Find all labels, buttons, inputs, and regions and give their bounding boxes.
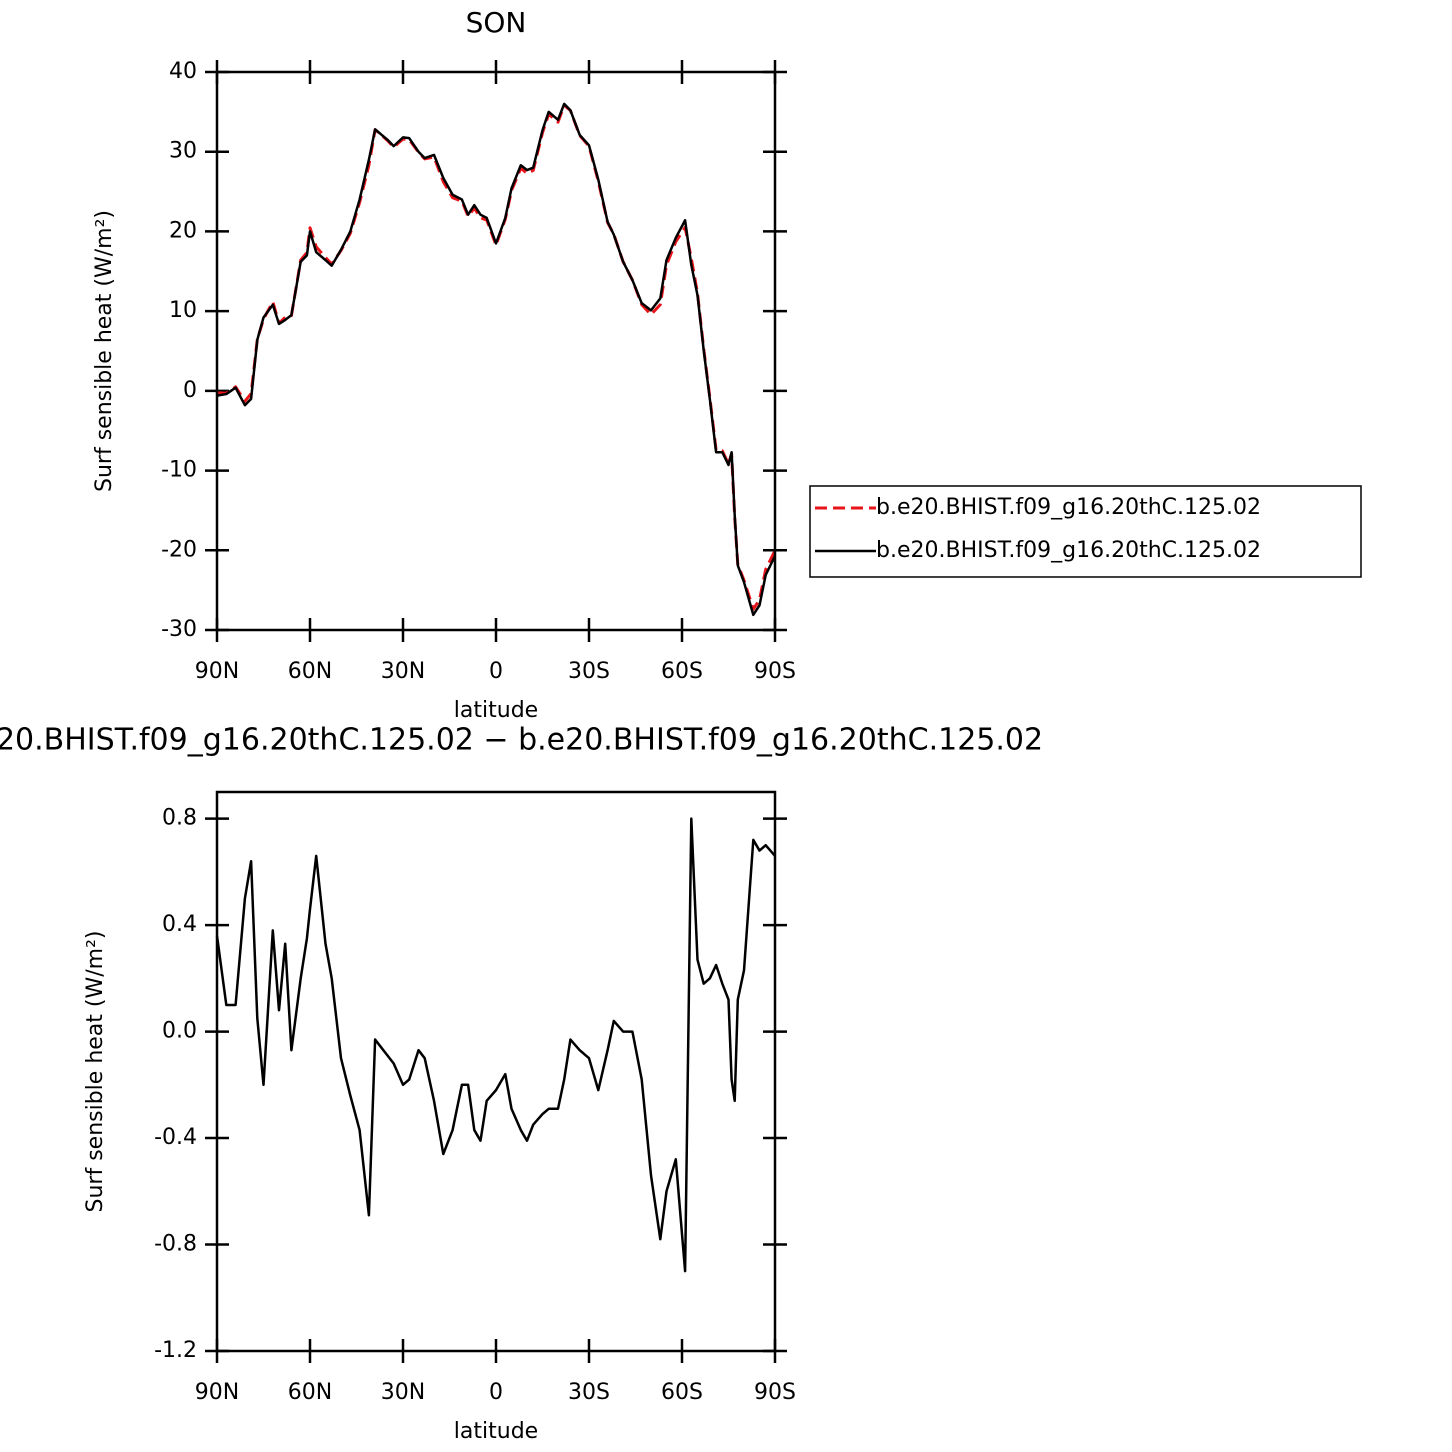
- legend-box: [809, 485, 1362, 578]
- y-tick-label: -1.2: [154, 1338, 197, 1363]
- y-axis-label: Surf sensible heat (W/m²): [83, 931, 108, 1213]
- legend-label: b.e20.BHIST.f09_g16.20thC.125.02: [876, 538, 1261, 563]
- y-tick-label: -0.4: [154, 1125, 197, 1150]
- y-tick-label: 30: [169, 139, 197, 164]
- x-tick-label: 30S: [568, 1380, 610, 1405]
- y-tick-label: 10: [169, 298, 197, 323]
- data-line: [216, 102, 777, 617]
- y-tick-label: 0.4: [162, 912, 197, 937]
- x-axis-label: latitude: [454, 698, 538, 723]
- x-tick-label: 30N: [381, 659, 425, 684]
- plot-frame: [215, 790, 777, 1353]
- legend-label: b.e20.BHIST.f09_g16.20thC.125.02: [876, 495, 1261, 520]
- x-tick-label: 30S: [568, 659, 610, 684]
- x-tick-label: 90N: [195, 1380, 239, 1405]
- chart-title: SON: [466, 6, 527, 39]
- x-tick-label: 90S: [754, 1380, 796, 1405]
- y-tick-label: 0.8: [162, 806, 197, 831]
- y-tick-label: 40: [169, 59, 197, 84]
- x-tick-label: 0: [489, 659, 503, 684]
- x-tick-label: 90N: [195, 659, 239, 684]
- y-tick-label: -10: [161, 458, 197, 483]
- y-tick-label: 20: [169, 218, 197, 243]
- x-tick-label: 60S: [661, 1380, 703, 1405]
- y-tick-label: 0.0: [162, 1019, 197, 1044]
- y-tick-label: 0: [183, 378, 197, 403]
- x-tick-label: 0: [489, 1380, 503, 1405]
- y-axis-label: Surf sensible heat (W/m²): [92, 210, 117, 492]
- plot-frame: [215, 70, 777, 632]
- chart-title: b.e20.BHIST.f09_g16.20thC.125.02 − b.e20…: [0, 723, 1043, 758]
- x-tick-label: 60N: [288, 659, 332, 684]
- y-tick-label: -30: [161, 617, 197, 642]
- x-tick-label: 60S: [661, 659, 703, 684]
- x-tick-label: 30N: [381, 1380, 425, 1405]
- y-tick-label: -20: [161, 537, 197, 562]
- data-line: [216, 103, 777, 611]
- x-axis-label: latitude: [454, 1419, 538, 1444]
- x-tick-label: 90S: [754, 659, 796, 684]
- y-tick-label: -0.8: [154, 1232, 197, 1257]
- data-line: [215, 817, 776, 1273]
- x-tick-label: 60N: [288, 1380, 332, 1405]
